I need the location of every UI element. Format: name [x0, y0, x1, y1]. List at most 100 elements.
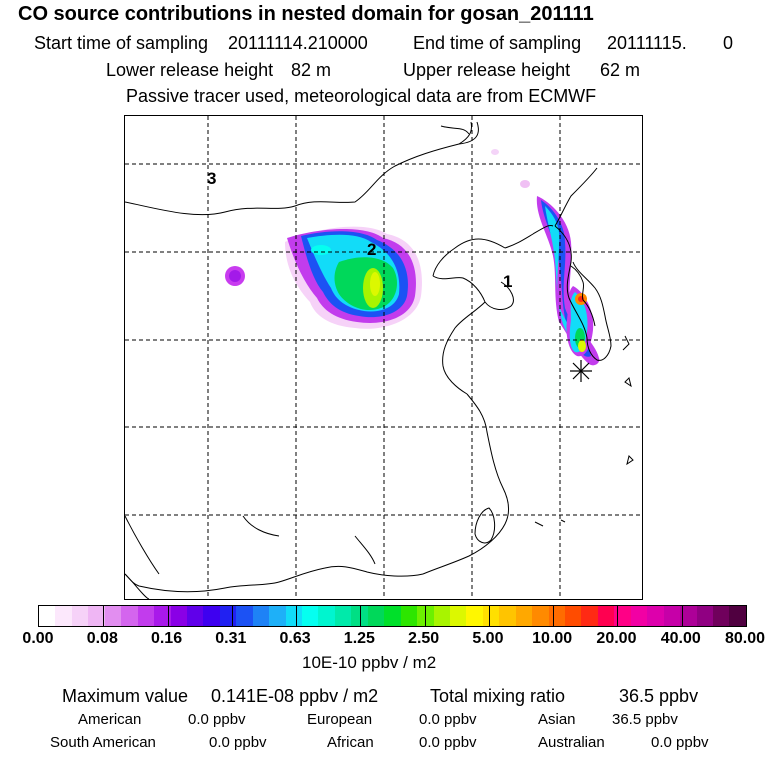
colorbar-tick-label: 2.50 [408, 630, 440, 647]
african-label: African [327, 734, 374, 751]
colorbar-tick-label: 0.16 [150, 630, 183, 647]
colorbar-divider [617, 606, 619, 626]
map-svg: 1 2 3 [125, 116, 642, 599]
end-time-extra: 0 [723, 33, 734, 53]
colorbar-divider [488, 606, 490, 626]
colorbar-divider [167, 606, 169, 626]
colorbar-swatch [269, 606, 286, 626]
colorbar-swatch [729, 606, 746, 626]
graticule [125, 116, 642, 599]
south-american-value: 0.0 ppbv [209, 734, 267, 751]
european-value: 0.0 ppbv [419, 711, 477, 728]
colorbar-swatch [680, 606, 697, 626]
colorbar-swatch [236, 606, 253, 626]
colorbar-tick-label: 0.08 [86, 630, 118, 647]
colorbar-divider [296, 606, 298, 626]
colorbar-swatch [433, 606, 450, 626]
colorbar-tick-label: 0.00 [22, 630, 54, 647]
colorbar-swatch [186, 606, 204, 626]
colorbar-swatch [532, 606, 549, 626]
colorbar-tick-label: 1.25 [343, 630, 375, 647]
lower-release-value: 82 m [291, 60, 332, 80]
colorbar-tick-label: 10.00 [532, 630, 573, 647]
colorbar-unit: 10E-10 ppbv / m2 [302, 653, 437, 672]
south-american-label: South American [50, 734, 156, 751]
colorbar-swatch [581, 606, 598, 626]
colorbar-divider [103, 606, 105, 626]
end-time-label: End time of sampling [413, 33, 582, 53]
plot-title: CO source contributions in nested domain… [18, 3, 594, 25]
colorbar-swatch [384, 606, 401, 626]
colorbar-divider [553, 606, 555, 626]
colorbar-swatch [630, 606, 648, 626]
colorbar-swatch [597, 606, 615, 626]
upper-release-value: 62 m [600, 60, 641, 80]
colorbar-swatch [71, 606, 89, 626]
colorbar-swatch [351, 606, 368, 626]
tracer-info: Passive tracer used, meteorological data… [126, 86, 597, 106]
colorbar-swatch [499, 606, 516, 626]
american-value: 0.0 ppbv [188, 711, 246, 728]
colorbar-tick-label: 5.00 [472, 630, 504, 647]
asterisk-icon [570, 360, 592, 382]
american-label: American [78, 711, 142, 728]
colorbar-tick-label: 20.00 [596, 630, 637, 647]
colorbar-swatch [334, 606, 352, 626]
colorbar-tick-label: 40.00 [660, 630, 701, 647]
european-label: European [307, 711, 373, 728]
colorbar-swatch [219, 606, 237, 626]
start-time-value: 20111114.210000 [228, 33, 368, 53]
plume-east [491, 149, 600, 366]
colorbar-swatch [203, 606, 220, 626]
colorbar-swatch [565, 606, 582, 626]
region-label-1: 1 [503, 272, 512, 291]
asian-label: Asian [538, 711, 576, 728]
asian-value: 36.5 ppbv [612, 711, 678, 728]
colorbar-swatch [39, 606, 56, 626]
max-value-label: Maximum value [62, 686, 189, 706]
lower-release-label: Lower release height [106, 60, 274, 80]
african-value: 0.0 ppbv [419, 734, 477, 751]
total-mixing-label: Total mixing ratio [430, 686, 566, 706]
colorbar-swatch [318, 606, 335, 626]
colorbar-swatch [449, 606, 467, 626]
colorbar-swatch [367, 606, 385, 626]
colorbar-swatch [252, 606, 270, 626]
colorbar-swatch [482, 606, 500, 626]
australian-label: Australian [538, 734, 605, 751]
end-time-value: 20111115. [607, 33, 687, 53]
coastlines [125, 121, 634, 599]
colorbar-swatch [712, 606, 730, 626]
colorbar [38, 605, 747, 627]
colorbar-swatch [170, 606, 187, 626]
colorbar-tick-label: 0.31 [215, 630, 247, 647]
colorbar-swatch [400, 606, 418, 626]
colorbar-swatch [466, 606, 483, 626]
colorbar-divider [360, 606, 362, 626]
colorbar-tick-label: 80.00 [724, 630, 766, 647]
region-label-3: 3 [207, 169, 216, 188]
plume-central [225, 226, 422, 329]
max-value: 0.141E-08 ppbv / m2 [211, 686, 379, 706]
colorbar-swatch [548, 606, 565, 626]
colorbar-swatch [647, 606, 664, 626]
colorbar-swatch [137, 606, 155, 626]
map-panel: 1 2 3 [124, 115, 643, 600]
colorbar-swatch [55, 606, 72, 626]
colorbar-swatch [88, 606, 105, 626]
colorbar-swatch [121, 606, 138, 626]
region-label-2: 2 [367, 240, 376, 259]
colorbar-divider [231, 606, 233, 626]
upper-release-label: Upper release height [403, 60, 571, 80]
colorbar-divider [424, 606, 426, 626]
colorbar-tick-label: 0.63 [279, 630, 311, 647]
australian-value: 0.0 ppbv [651, 734, 709, 751]
colorbar-swatch [663, 606, 681, 626]
colorbar-swatch [302, 606, 319, 626]
colorbar-swatch [696, 606, 713, 626]
colorbar-swatch [104, 606, 122, 626]
colorbar-divider [681, 606, 683, 626]
colorbar-swatch [515, 606, 533, 626]
colorbar-swatch [154, 606, 171, 626]
total-mixing-value: 36.5 ppbv [619, 686, 699, 706]
